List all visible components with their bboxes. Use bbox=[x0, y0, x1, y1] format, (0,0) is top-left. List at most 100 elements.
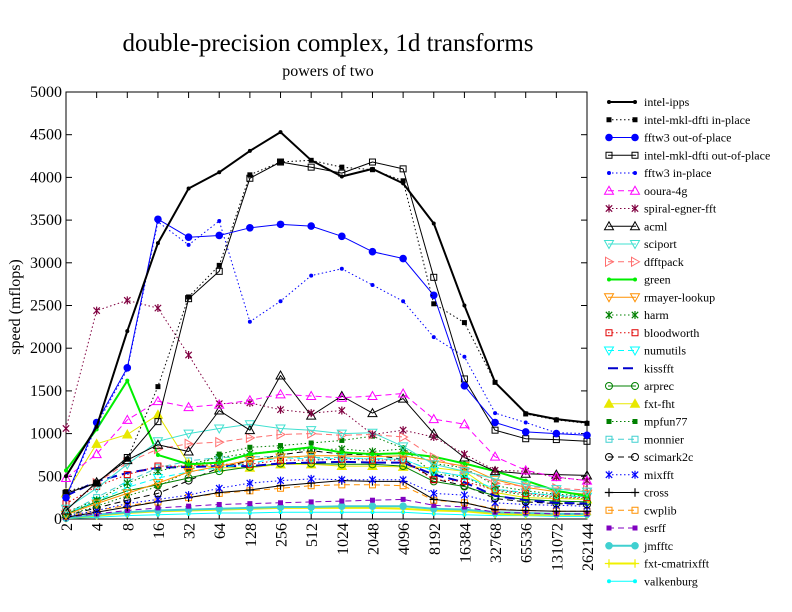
x-tick-label: 256 bbox=[274, 523, 291, 547]
legend-label: fxt-cmatrixfft bbox=[644, 557, 710, 571]
legend-swatch-marker bbox=[631, 470, 639, 479]
data-point bbox=[215, 231, 224, 240]
y-tick-label: 4000 bbox=[30, 169, 62, 186]
data-point bbox=[186, 468, 192, 474]
legend-swatch-marker bbox=[631, 133, 639, 142]
legend-item-0: intel-ipps bbox=[607, 95, 690, 109]
data-point bbox=[155, 384, 161, 390]
legend-item-24: esrff bbox=[606, 521, 666, 535]
data-point bbox=[305, 451, 317, 462]
y-tick-label: 5000 bbox=[30, 84, 62, 101]
data-point bbox=[428, 413, 440, 424]
data-point bbox=[64, 468, 68, 473]
data-point bbox=[91, 438, 103, 448]
series-line-21 bbox=[65, 478, 588, 517]
data-point bbox=[309, 273, 314, 278]
legend-swatch-marker bbox=[630, 488, 640, 497]
x-tick-label: 4 bbox=[90, 523, 107, 531]
data-point bbox=[307, 428, 317, 439]
legend-label: esrff bbox=[644, 521, 666, 535]
chart-subtitle: powers of two bbox=[282, 63, 374, 80]
legend-label: mpfun77 bbox=[644, 415, 687, 429]
data-point bbox=[336, 454, 348, 464]
legend-label: numutils bbox=[644, 344, 686, 358]
data-point bbox=[275, 453, 286, 464]
legend-label: acml bbox=[644, 219, 668, 233]
legend-swatch-marker bbox=[603, 346, 615, 357]
chart-title: double-precision complex, 1d transforms bbox=[122, 30, 533, 57]
data-point bbox=[124, 456, 130, 462]
data-point bbox=[94, 424, 99, 429]
data-point bbox=[339, 266, 344, 271]
legend-item-2: fftw3 out-of-place bbox=[605, 131, 731, 145]
series-line-19 bbox=[65, 456, 588, 515]
series-0 bbox=[64, 130, 589, 479]
legend-label: monnier bbox=[644, 432, 684, 446]
data-point bbox=[154, 215, 162, 224]
legend-label: harm bbox=[644, 308, 669, 322]
legend-item-22: cross bbox=[604, 486, 669, 500]
series-4 bbox=[64, 218, 589, 501]
x-tick-label: 2 bbox=[59, 523, 76, 531]
legend-swatch-marker bbox=[605, 311, 613, 319]
data-point bbox=[552, 473, 560, 482]
data-point bbox=[367, 428, 378, 439]
data-point bbox=[460, 491, 469, 500]
legend-label: cwplib bbox=[644, 503, 677, 517]
series-line-3 bbox=[65, 161, 588, 494]
legend-label: rmayer-lookup bbox=[644, 290, 715, 304]
data-point bbox=[183, 429, 194, 440]
series-5 bbox=[60, 387, 593, 485]
legend-swatch-marker bbox=[605, 329, 613, 337]
series-line-5 bbox=[65, 393, 588, 482]
data-point bbox=[461, 474, 467, 480]
legend-swatch-marker bbox=[603, 240, 615, 250]
data-point bbox=[428, 460, 440, 470]
data-point bbox=[305, 426, 317, 436]
data-point bbox=[91, 499, 103, 510]
data-point bbox=[336, 429, 348, 440]
legend-swatch-marker bbox=[603, 293, 615, 303]
series-15 bbox=[65, 460, 588, 505]
x-tick-label: 1024 bbox=[335, 523, 352, 555]
data-point bbox=[491, 466, 499, 475]
data-point bbox=[152, 479, 164, 489]
series-1 bbox=[63, 157, 590, 495]
data-point bbox=[489, 451, 501, 461]
data-point bbox=[184, 474, 193, 483]
data-point bbox=[184, 233, 193, 241]
data-point bbox=[213, 399, 225, 409]
data-point bbox=[93, 479, 101, 487]
data-point bbox=[184, 491, 193, 500]
data-point bbox=[461, 320, 467, 326]
data-point bbox=[369, 497, 375, 503]
legend-swatch-marker bbox=[605, 151, 613, 159]
legend-label: sciport bbox=[644, 237, 677, 251]
data-point bbox=[155, 241, 160, 246]
data-point bbox=[460, 381, 469, 390]
data-point bbox=[401, 451, 406, 456]
data-point bbox=[247, 501, 253, 507]
data-point bbox=[461, 504, 467, 510]
data-point bbox=[397, 387, 409, 398]
legend-swatch-marker bbox=[605, 382, 613, 390]
data-point bbox=[339, 510, 344, 515]
legend-swatch-marker bbox=[632, 117, 638, 123]
data-point bbox=[247, 172, 253, 178]
legend-swatch-marker bbox=[629, 220, 641, 231]
series-3 bbox=[62, 158, 591, 497]
data-point bbox=[245, 432, 256, 444]
data-point bbox=[60, 504, 72, 515]
data-point bbox=[184, 351, 193, 360]
data-point bbox=[431, 335, 436, 340]
legend-item-8: sciport bbox=[603, 237, 677, 251]
legend-label: fxt-fht bbox=[644, 397, 675, 411]
legend-label: jmfftc bbox=[643, 539, 673, 553]
data-point bbox=[399, 254, 407, 263]
x-tick-label: 16 bbox=[151, 523, 168, 539]
legend-swatch-marker bbox=[606, 525, 612, 531]
legend-swatch-marker bbox=[607, 579, 611, 584]
data-point bbox=[278, 130, 283, 135]
data-point bbox=[152, 409, 164, 419]
data-point bbox=[275, 388, 286, 399]
